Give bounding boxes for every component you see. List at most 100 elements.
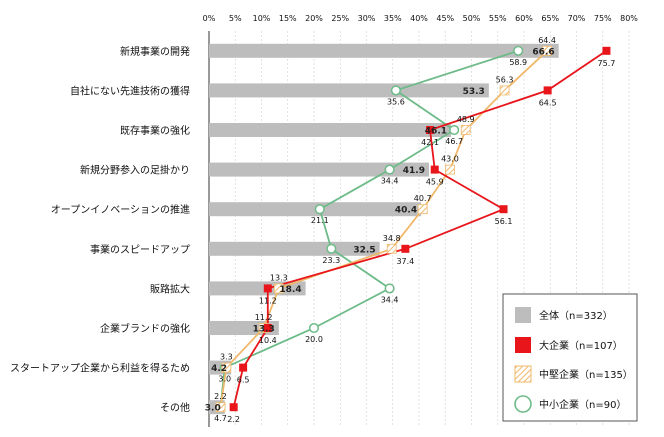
legend-total-label: 全体（n=332）: [539, 309, 613, 322]
data-label-small: 46.7: [445, 137, 463, 146]
marker-mid: [386, 243, 397, 254]
bar-total: [209, 43, 559, 58]
marker-large: [426, 126, 435, 134]
marker-large: [229, 403, 238, 412]
marker-small: [513, 45, 524, 56]
category-label: 事業のスピードアップ: [90, 243, 190, 256]
x-tick-label: 25%: [331, 14, 349, 23]
marker-mid: [460, 125, 471, 135]
data-label-mid: 3.3: [220, 353, 233, 362]
x-tick-label: 30%: [358, 14, 376, 23]
bar-value-label: 46.1: [425, 127, 447, 137]
category-label: 販路拡大: [150, 282, 190, 295]
marker-large: [263, 324, 272, 332]
marker-small: [308, 322, 320, 334]
x-tick-label: 10%: [253, 14, 271, 23]
marker-small: [326, 243, 337, 254]
marker-mid: [542, 45, 552, 56]
data-label-mid: 56.3: [496, 75, 514, 84]
bar-value-label: 32.5: [353, 245, 375, 255]
x-tick-label: 45%: [436, 14, 454, 23]
data-label-small: 35.6: [387, 97, 405, 106]
data-label-large: 56.1: [495, 217, 513, 226]
bar-total: [209, 123, 452, 137]
data-label-small: 3.0: [218, 375, 231, 384]
data-label-large: 11.2: [259, 296, 277, 305]
data-label-small: 23.3: [322, 256, 340, 265]
bar-value-label: 18.4: [279, 285, 301, 295]
line-large: [232, 50, 607, 408]
category-labels: 新規事業の開発自社にない先進技術の獲得既存事業の強化新規分野参入の足掛かりオープ…: [10, 45, 190, 414]
x-tick-label: 40%: [410, 14, 428, 23]
bar-total: [209, 162, 429, 177]
marker-large: [430, 165, 439, 174]
x-tick-label: 20%: [305, 14, 323, 23]
category-label: 企業ブランドの強化: [100, 322, 190, 335]
data-label-small: 21.1: [311, 216, 329, 225]
marker-large: [263, 284, 272, 293]
marker-mid: [221, 362, 232, 373]
series-markers: [215, 45, 611, 413]
data-label-large: 75.7: [598, 59, 616, 68]
marker-small: [384, 164, 395, 175]
legend-small-label: 中小企業（n=90）: [539, 398, 626, 411]
legend-large-swatch: [515, 337, 531, 353]
bar-value-label: 4.2: [211, 364, 227, 374]
data-label-small: 34.4: [381, 295, 399, 304]
marker-small: [314, 204, 325, 215]
marker-mid: [417, 204, 428, 215]
legend-large-label: 大企業（n=107）: [539, 339, 623, 352]
data-label-mid: 13.3: [270, 273, 288, 282]
legend: 全体（n=332） 大企業（n=107） 中堅企業（n=135） 中小企業（n=…: [502, 293, 638, 422]
marker-large: [239, 363, 248, 372]
bar-value-label: 41.9: [403, 166, 425, 176]
bar-value-label: 13.3: [253, 325, 275, 335]
x-tick-label: 15%: [279, 14, 297, 23]
data-label-mid: 64.4: [538, 36, 556, 45]
value-labels: 66.653.346.141.940.432.518.413.34.23.075…: [205, 36, 616, 424]
data-label-mid: 11.2: [255, 313, 273, 322]
data-label-mid: 2.2: [214, 392, 227, 401]
bar-value-label: 3.0: [205, 404, 221, 414]
category-label: 新規分野参入の足掛かり: [80, 164, 190, 177]
marker-small: [384, 283, 395, 294]
legend-total-swatch: [515, 307, 531, 323]
marker-mid: [215, 402, 226, 413]
legend-mid-swatch: [514, 365, 532, 383]
marker-large: [499, 205, 508, 214]
x-tick-label: 50%: [463, 14, 481, 23]
data-label-mid: 40.7: [414, 194, 432, 203]
x-tick-label: 80%: [620, 14, 638, 23]
marker-small: [390, 85, 401, 96]
data-label-large: 64.5: [539, 98, 557, 107]
data-label-small: 20.0: [305, 335, 323, 344]
x-tick-label: 70%: [568, 14, 586, 23]
bar-total: [209, 83, 489, 98]
category-label: その他: [160, 401, 190, 414]
category-label: オープンイノベーションの推進: [51, 203, 190, 216]
series-lines: [219, 49, 607, 408]
x-tick-label: 65%: [541, 14, 559, 23]
data-label-mid: 34.8: [383, 234, 401, 243]
data-label-large: 10.4: [259, 336, 277, 345]
bar-value-label: 53.3: [463, 87, 485, 97]
x-axis-ticks: 0% 5% 10% 15% 20% 25% 30% 35% 40% 45% 50% 55% 60% 65%…: [203, 14, 639, 23]
data-label-mid: 48.9: [457, 115, 475, 124]
data-label-large: 6.5: [237, 376, 250, 385]
marker-large: [602, 46, 611, 55]
x-tick-label: 55%: [489, 14, 507, 23]
data-label-small: 4.7: [214, 414, 227, 423]
bar-value-label: 40.4: [395, 206, 417, 216]
data-label-large: 45.9: [426, 178, 444, 187]
legend-mid-label: 中堅企業（n=135）: [539, 368, 633, 381]
category-label: 自社にない先進技術の獲得: [70, 84, 190, 97]
data-label-large: 42.1: [421, 138, 439, 147]
data-label-small: 34.4: [381, 177, 399, 186]
x-tick-label: 35%: [384, 14, 402, 23]
category-label: スタートアップ企業から利益を得るため: [10, 362, 190, 375]
marker-mid: [273, 283, 284, 294]
marker-mid: [499, 85, 510, 96]
data-label-large: 2.2: [227, 415, 240, 424]
